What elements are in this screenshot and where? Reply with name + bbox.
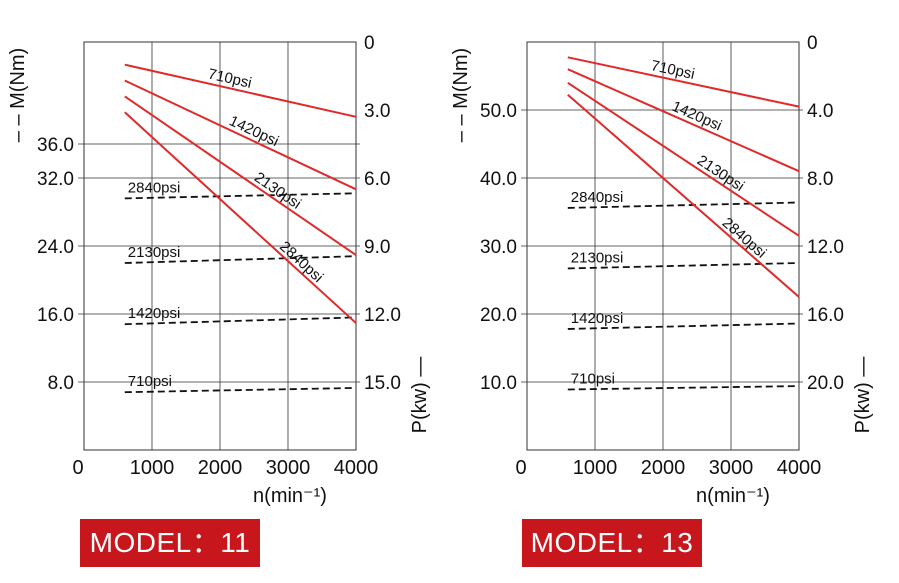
torque-label-710psi: 710psi (128, 373, 172, 390)
y-right-tick-label: 0 (807, 33, 818, 54)
y-left-tick-label: 32.0 (37, 169, 74, 190)
y-right-tick-label: 8.0 (807, 169, 833, 190)
x-tick-label: 2000 (641, 457, 686, 479)
x-tick-label: 3000 (266, 457, 311, 479)
x-tick-label: 3000 (709, 457, 754, 479)
y-left-tick-label: 30.0 (480, 237, 517, 258)
x-tick-label: 2000 (198, 457, 243, 479)
torque-label-710psi: 710psi (571, 370, 615, 387)
torque-line-1420psi (567, 322, 800, 330)
y-left-axis-title: – – M(Nm) (450, 48, 472, 142)
x-axis-title: n(min⁻¹) (253, 485, 327, 507)
torque-label-1420psi: 1420psi (128, 305, 181, 322)
torque-label-2840psi: 2840psi (128, 179, 181, 196)
y-left-tick-label: 8.0 (48, 373, 74, 394)
x-tick-label: 0 (72, 457, 83, 479)
x-tick-label: 4000 (777, 457, 822, 479)
y-left-tick-label: 50.0 (480, 101, 517, 122)
x-tick-label: 0 (515, 457, 526, 479)
x-axis-title: n(min⁻¹) (696, 485, 770, 507)
power-label-2130psi: 2130psi (251, 169, 304, 213)
torque-line-710psi (124, 387, 357, 394)
y-left-tick-label: 24.0 (37, 237, 74, 258)
torque-line-1420psi (124, 316, 357, 326)
x-tick-label: 4000 (334, 457, 379, 479)
y-right-axis-title: P(kw) — (409, 357, 431, 434)
power-line-710psi (567, 56, 800, 108)
torque-line-2840psi (124, 192, 357, 200)
power-label-2840psi: 2840psi (719, 214, 770, 261)
torque-label-2840psi: 2840psi (571, 189, 624, 206)
y-left-axis-title: – – M(Nm) (7, 48, 29, 142)
torque-line-2840psi (567, 201, 800, 209)
model-11-chart: 0 1000 2000 3000 4000 8.0 16.0 24.0 32.0 36.0 0 3.0… (7, 33, 431, 507)
y-left-tick-label: 16.0 (37, 305, 74, 326)
power-line-2130psi (567, 81, 800, 237)
power-label-2130psi: 2130psi (694, 152, 747, 195)
torque-label-2130psi: 2130psi (571, 249, 624, 266)
torque-line-2130psi (124, 255, 357, 264)
y-right-tick-label: 9.0 (364, 237, 390, 258)
y-left-tick-label: 10.0 (480, 373, 517, 394)
power-line-710psi (124, 63, 357, 118)
model-11-badge: MODEL：11 (80, 519, 260, 567)
y-right-tick-label: 4.0 (807, 101, 833, 122)
power-label-2840psi: 2840psi (276, 238, 326, 286)
y-right-tick-label: 12.0 (364, 305, 401, 326)
torque-label-1420psi: 1420psi (571, 310, 624, 327)
y-right-axis-title: P(kw) — (852, 357, 874, 434)
torque-line-710psi (567, 385, 800, 391)
y-right-tick-label: 15.0 (364, 373, 401, 394)
power-line-2130psi (124, 95, 357, 256)
y-left-tick-label: 40.0 (480, 169, 517, 190)
y-right-tick-label: 6.0 (364, 169, 390, 190)
power-line-1420psi (567, 68, 800, 173)
y-left-tick-label: 20.0 (480, 305, 517, 326)
x-tick-label: 1000 (573, 457, 618, 479)
y-right-tick-label: 20.0 (807, 373, 844, 394)
power-line-2840psi (124, 111, 357, 324)
power-label-1420psi: 1420psi (669, 98, 724, 135)
model-13-badge: MODEL：13 (522, 519, 702, 567)
y-right-tick-label: 3.0 (364, 101, 390, 122)
power-line-2840psi (567, 93, 800, 298)
torque-label-2130psi: 2130psi (128, 244, 181, 261)
x-tick-label: 1000 (130, 457, 175, 479)
y-right-tick-label: 0 (364, 33, 375, 54)
power-label-1420psi: 1420psi (226, 112, 281, 150)
y-right-tick-label: 16.0 (807, 305, 844, 326)
power-line-1420psi (124, 79, 357, 191)
model-13-chart: 0 1000 2000 3000 4000 10.0 20.0 30.0 40.0 50.0 0 4.… (450, 33, 874, 507)
y-left-tick-label: 36.0 (37, 135, 74, 156)
y-right-tick-label: 12.0 (807, 237, 844, 258)
